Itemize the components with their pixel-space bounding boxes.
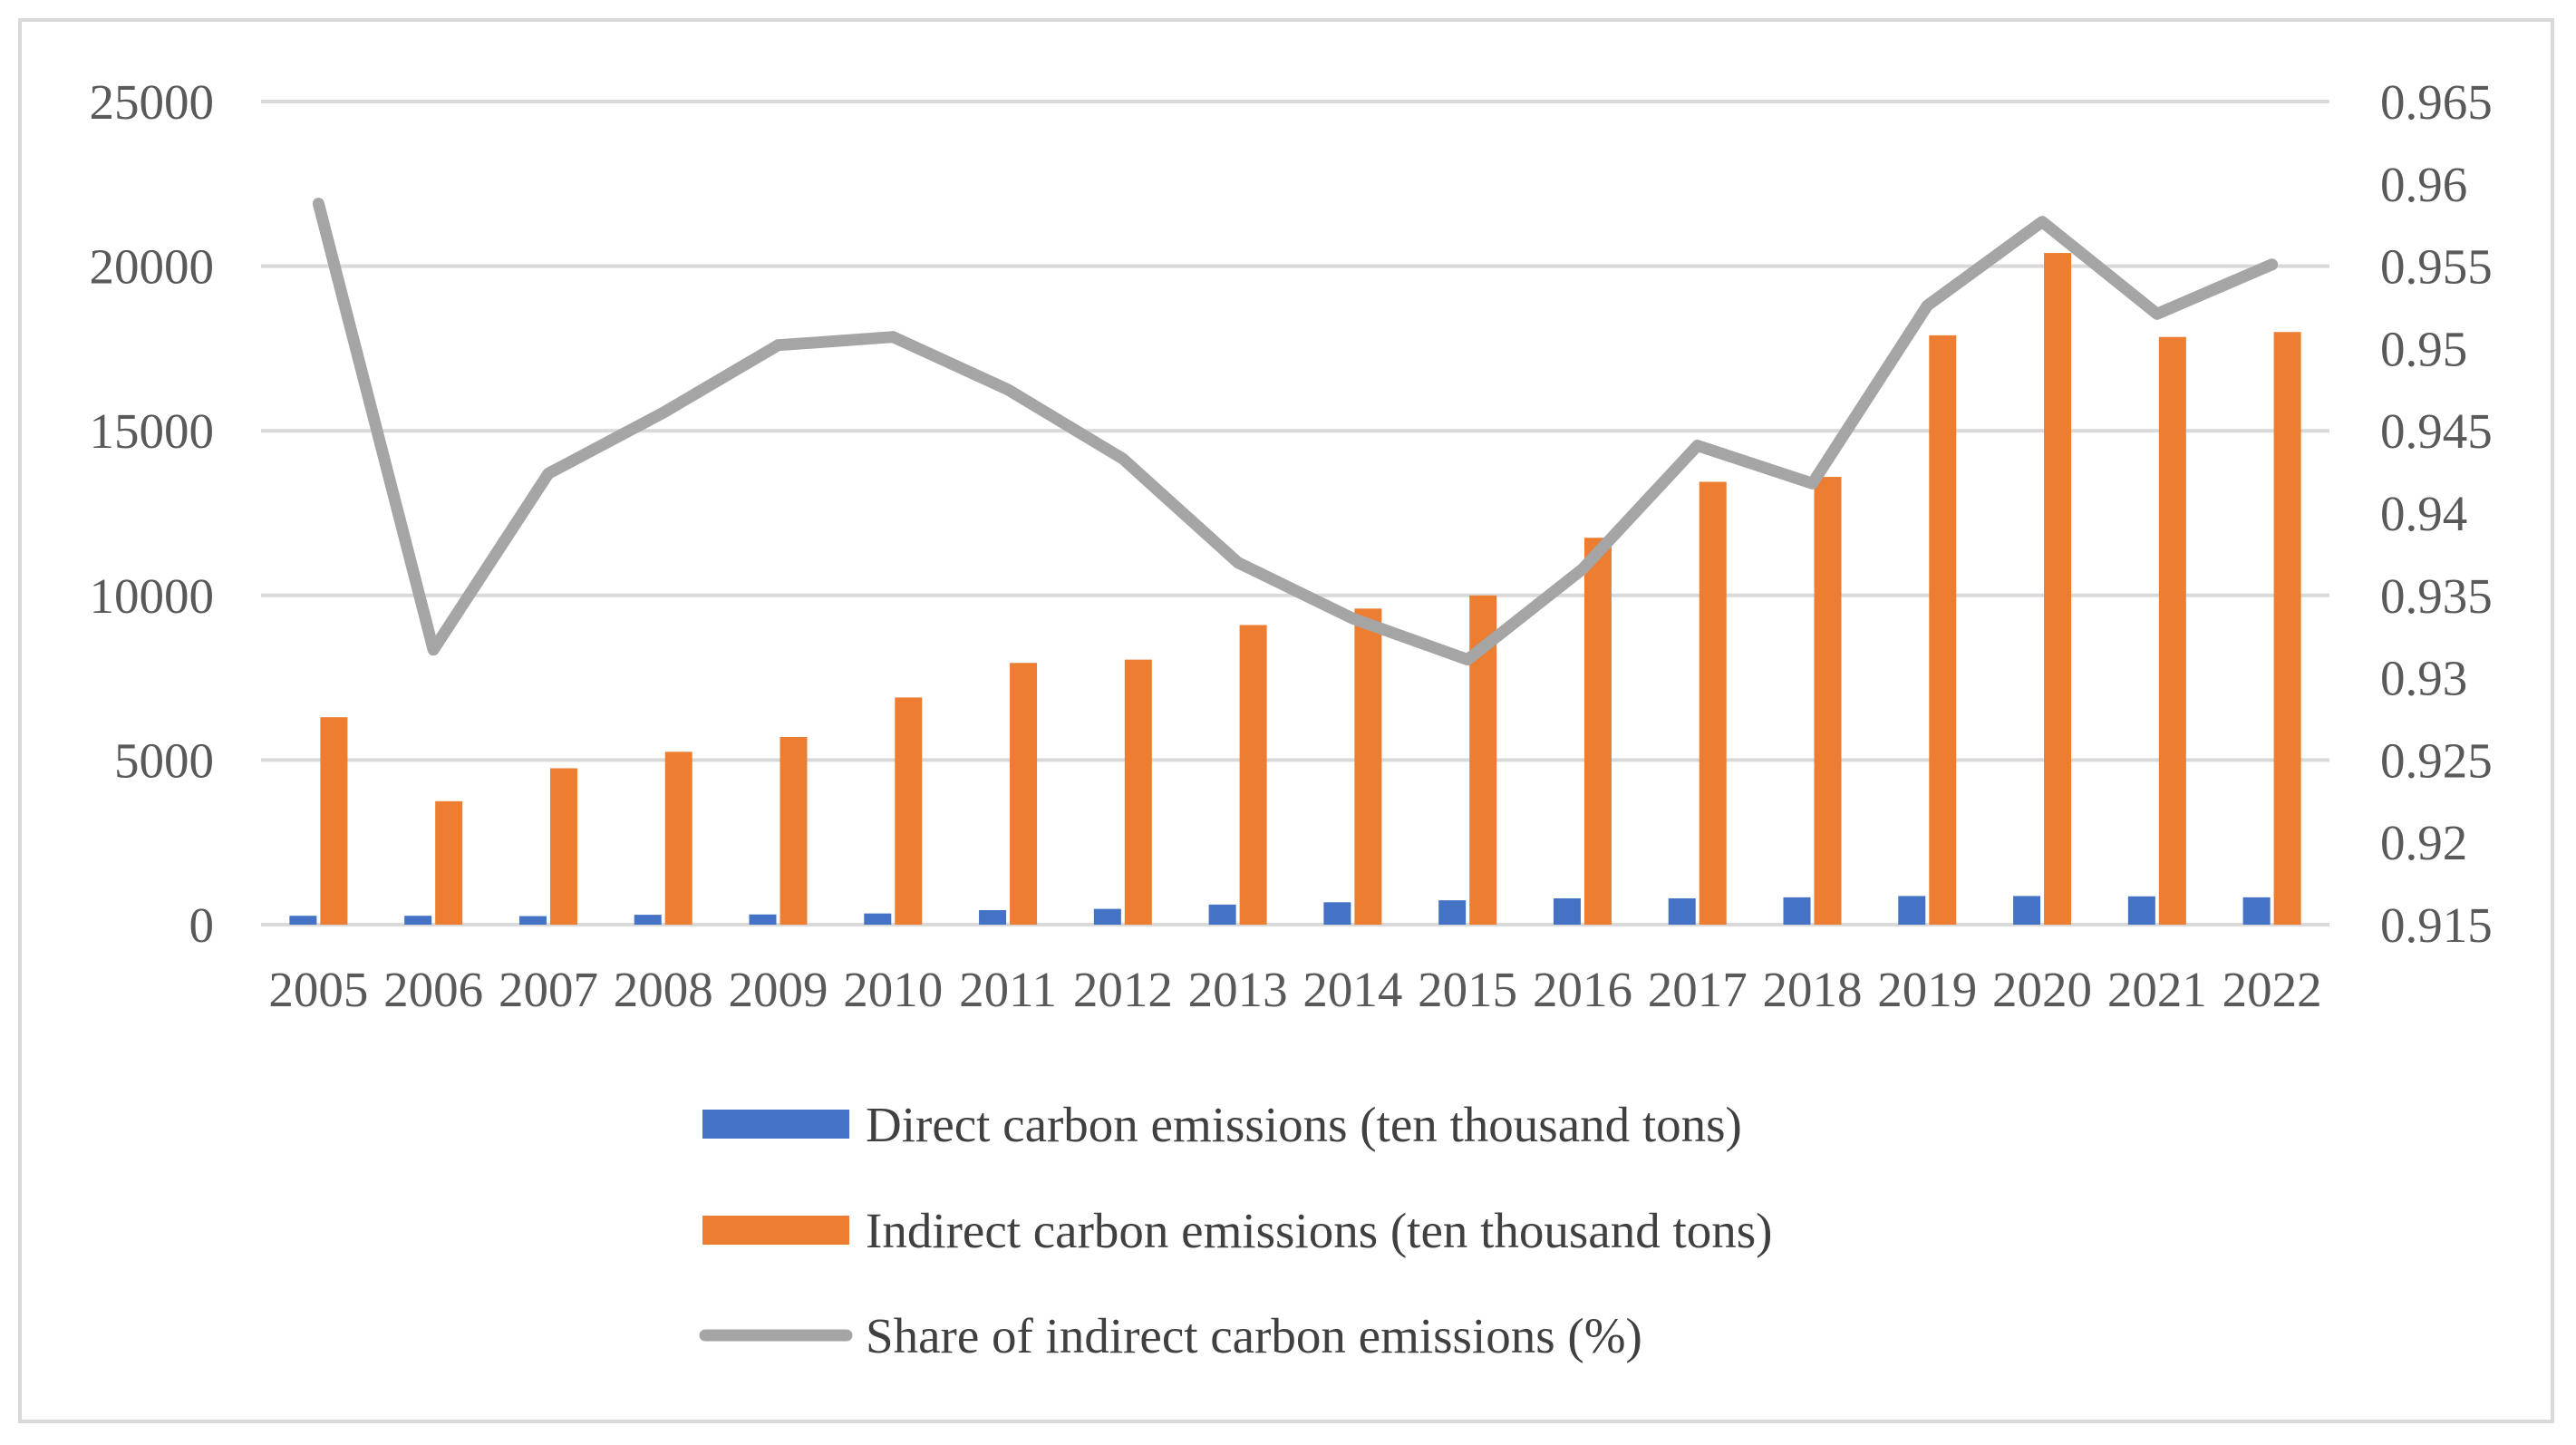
indirect-emission-bar xyxy=(1815,477,1842,925)
x-tick-label: 2008 xyxy=(614,962,713,1017)
legend: Direct carbon emissions (ten thousand to… xyxy=(702,1097,1772,1363)
legend-label: Share of indirect carbon emissions (%) xyxy=(866,1308,1642,1363)
direct-emission-bar xyxy=(519,916,547,925)
direct-emission-bar xyxy=(2128,897,2155,925)
direct-emission-bar xyxy=(864,914,891,925)
indirect-emission-bar xyxy=(1240,625,1267,925)
y-right-tick-label: 0.93 xyxy=(2380,651,2467,706)
legend-swatch-indirect xyxy=(702,1216,849,1245)
indirect-emission-bar xyxy=(1354,608,1381,925)
y-right-tick-label: 0.935 xyxy=(2380,568,2493,624)
left-axis-ticks: 0 5000 10000 15000 20000 25000 xyxy=(90,74,215,953)
x-tick-label: 2011 xyxy=(959,962,1057,1017)
y-left-tick-label: 15000 xyxy=(90,403,215,459)
x-tick-label: 2017 xyxy=(1648,962,1748,1017)
y-left-tick-label: 25000 xyxy=(90,74,215,130)
x-tick-label: 2020 xyxy=(1992,962,2092,1017)
direct-emission-bar xyxy=(1784,897,1811,925)
indirect-emission-bar xyxy=(435,801,462,925)
x-tick-label: 2006 xyxy=(383,962,483,1017)
x-tick-label: 2019 xyxy=(1877,962,1977,1017)
direct-emission-bar xyxy=(1898,896,1925,925)
legend-swatch-direct xyxy=(702,1110,849,1139)
y-right-tick-label: 0.945 xyxy=(2380,403,2493,459)
direct-emission-bar xyxy=(1669,898,1696,925)
indirect-emission-bar xyxy=(2044,253,2071,925)
x-tick-label: 2018 xyxy=(1763,962,1863,1017)
indirect-emission-bar xyxy=(1929,335,1956,925)
indirect-emission-bar xyxy=(2274,332,2301,925)
indirect-emission-bar xyxy=(780,737,808,925)
indirect-emission-bar xyxy=(895,697,922,925)
direct-emission-bar xyxy=(404,916,431,925)
x-tick-label: 2013 xyxy=(1188,962,1288,1017)
indirect-emission-bar xyxy=(320,717,347,925)
direct-emission-bar xyxy=(979,910,1006,925)
y-right-tick-label: 0.955 xyxy=(2380,239,2493,295)
right-axis-ticks: 0.915 0.92 0.925 0.93 0.935 0.94 0.945 0.95 0.95… xyxy=(2380,74,2493,953)
y-right-tick-label: 0.96 xyxy=(2380,157,2467,212)
y-right-tick-label: 0.925 xyxy=(2380,732,2493,788)
direct-emission-bar xyxy=(1323,902,1351,925)
y-right-tick-label: 0.92 xyxy=(2380,815,2467,870)
indirect-emission-bar xyxy=(1584,538,1612,925)
direct-emission-bar xyxy=(1554,898,1581,925)
direct-emission-bar xyxy=(289,916,316,925)
indirect-emission-bar xyxy=(1700,481,1727,925)
legend-label: Direct carbon emissions (ten thousand to… xyxy=(866,1097,1742,1152)
direct-emission-bar xyxy=(1209,905,1236,925)
x-tick-label: 2010 xyxy=(843,962,943,1017)
y-right-tick-label: 0.95 xyxy=(2380,321,2467,376)
x-tick-label: 2016 xyxy=(1533,962,1632,1017)
y-left-tick-label: 5000 xyxy=(114,732,214,788)
x-tick-label: 2009 xyxy=(729,962,828,1017)
x-tick-label: 2015 xyxy=(1418,962,1517,1017)
y-left-tick-label: 0 xyxy=(189,897,215,953)
x-tick-label: 2012 xyxy=(1073,962,1173,1017)
x-tick-label: 2021 xyxy=(2107,962,2207,1017)
direct-emission-bar xyxy=(1094,909,1121,925)
x-tick-label: 2007 xyxy=(499,962,598,1017)
y-right-tick-label: 0.965 xyxy=(2380,74,2493,130)
direct-emission-bar xyxy=(634,915,662,925)
combo-chart: 0 5000 10000 15000 20000 25000 0.915 0.92 0.925… xyxy=(0,0,2576,1445)
x-tick-label: 2022 xyxy=(2223,962,2322,1017)
x-tick-label: 2014 xyxy=(1303,962,1402,1017)
direct-emission-bar xyxy=(2013,896,2040,925)
direct-emission-bar xyxy=(750,915,777,925)
indirect-emission-bar xyxy=(2159,337,2186,925)
direct-emission-bar xyxy=(2243,897,2271,925)
indirect-emission-bar xyxy=(1125,660,1152,925)
indirect-emission-bar xyxy=(665,752,692,925)
direct-emission-bar xyxy=(1438,900,1466,925)
y-left-tick-label: 20000 xyxy=(90,239,215,295)
y-right-tick-label: 0.94 xyxy=(2380,486,2467,541)
y-left-tick-label: 10000 xyxy=(90,568,215,624)
indirect-emission-bar xyxy=(550,768,577,925)
legend-label: Indirect carbon emissions (ten thousand … xyxy=(866,1203,1772,1258)
y-right-tick-label: 0.915 xyxy=(2380,897,2493,953)
indirect-emission-bar xyxy=(1010,663,1037,925)
x-axis-ticks: 2005 2006 2007 2008 2009 2010 2011 2012 2013 2014… xyxy=(268,962,2321,1017)
x-tick-label: 2005 xyxy=(268,962,368,1017)
